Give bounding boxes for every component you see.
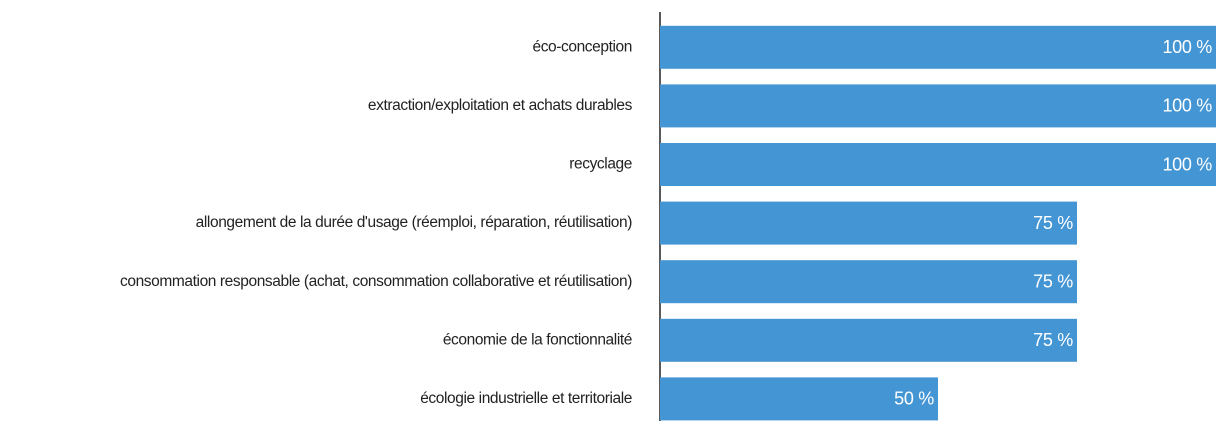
bar bbox=[660, 260, 1077, 304]
category-label: écologie industrielle et territoriale bbox=[420, 390, 632, 407]
category-label: extraction/exploitation et achats durabl… bbox=[368, 97, 633, 114]
category-label: allongement de la durée d'usage (réemplo… bbox=[196, 214, 633, 231]
bar bbox=[660, 318, 1077, 362]
bar bbox=[660, 201, 1077, 245]
category-label: recyclage bbox=[569, 156, 632, 173]
bar bbox=[660, 25, 1216, 69]
bar bbox=[660, 143, 1216, 186]
value-label: 100 % bbox=[1162, 154, 1212, 174]
value-label: 50 % bbox=[894, 389, 934, 409]
bar bbox=[660, 84, 1216, 128]
value-label: 75 % bbox=[1033, 330, 1073, 350]
category-label: éco-conception bbox=[532, 38, 632, 55]
category-label: consommation responsable (achat, consomm… bbox=[120, 273, 632, 290]
value-label: 100 % bbox=[1162, 96, 1212, 116]
bar bbox=[660, 377, 938, 421]
category-label: économie de la fonctionnalité bbox=[443, 331, 632, 348]
value-label: 75 % bbox=[1033, 213, 1073, 233]
value-label: 100 % bbox=[1162, 37, 1212, 57]
value-label: 75 % bbox=[1033, 271, 1073, 291]
